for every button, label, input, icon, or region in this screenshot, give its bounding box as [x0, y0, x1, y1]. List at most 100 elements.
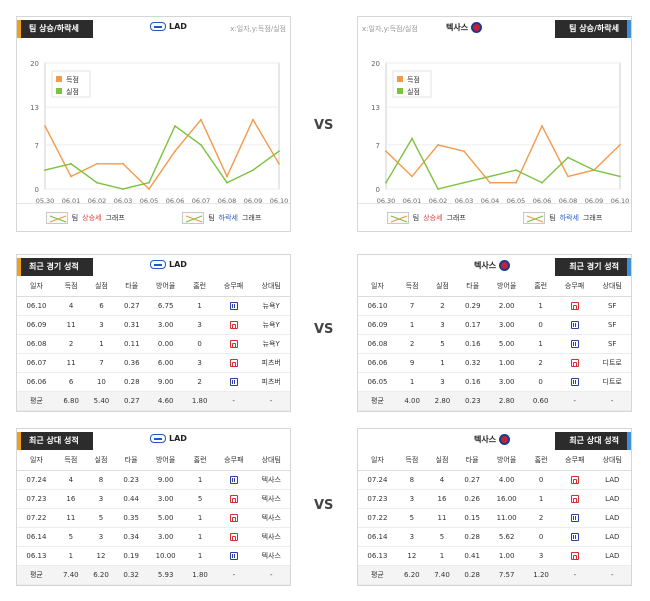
result-cell — [214, 315, 253, 335]
team-label: 텍사스 — [446, 22, 483, 33]
team-name: 텍사스 — [474, 261, 497, 270]
data-point — [122, 162, 124, 165]
cell-date: 06.09 — [17, 315, 56, 335]
avg-label: 평균 — [358, 565, 397, 585]
series-line-0 — [385, 124, 621, 184]
legend-bar: 팀 상승세 그래프 팀 하락세 그래프 — [358, 203, 631, 231]
avg-opp: - — [593, 565, 631, 585]
x-tick-label: 06.03 — [455, 197, 474, 205]
column-header: 일자 — [17, 451, 56, 471]
legend-down-post: 그래프 — [582, 213, 603, 222]
cell-avg: 0.44 — [116, 489, 147, 509]
column-header: 득점 — [55, 277, 87, 297]
team-name: LAD — [169, 434, 187, 443]
cell-era: 3.00 — [146, 527, 185, 547]
avg-era: 5.93 — [146, 565, 185, 585]
cell-r: 8 — [396, 470, 427, 490]
result-cell — [214, 334, 253, 354]
team-label: LAD — [150, 434, 187, 443]
data-point — [385, 150, 387, 153]
result-cell — [214, 296, 253, 316]
avg-r: 7.40 — [55, 565, 86, 585]
avg-res: - — [555, 391, 594, 411]
cell-hr: 0 — [184, 334, 215, 354]
result-cell — [215, 470, 253, 490]
cell-r: 2 — [396, 334, 428, 354]
cell-era: 5.62 — [487, 527, 526, 547]
table-row: 07.23 3 16 0.26 16.00 1 LAD — [358, 489, 631, 509]
cell-era: 4.00 — [487, 470, 526, 490]
column-header: 일자 — [17, 277, 56, 297]
y-tick-label: 13 — [30, 104, 39, 112]
loss-icon — [229, 532, 238, 541]
data-point — [489, 181, 491, 184]
avg-res: - — [214, 391, 253, 411]
x-tick-label: 06.05 — [507, 197, 526, 205]
rangers-logo-icon — [471, 22, 483, 33]
x-tick-label: 06.02 — [88, 197, 107, 205]
win-icon — [570, 532, 579, 541]
avg-avg: 0.27 — [116, 391, 147, 411]
cell-era: 0.00 — [146, 334, 185, 354]
cell-opp: SF — [593, 334, 631, 354]
column-header: 실점 — [426, 451, 458, 471]
panel-header: 텍사스 최근 경기 성적 — [358, 255, 631, 277]
cell-r: 11 — [55, 315, 87, 335]
data-point — [96, 181, 98, 184]
team-label: LAD — [150, 22, 187, 31]
table-row: 07.22 11 5 0.35 5.00 1 텍사스 — [17, 508, 290, 528]
cell-avg: 0.32 — [457, 353, 488, 373]
legend-up: 팀 상승세 그래프 — [386, 211, 466, 224]
up-graph-icon — [45, 211, 68, 224]
cell-opp: SF — [593, 315, 631, 335]
avg-hr: 1.80 — [185, 565, 216, 585]
cell-opp: 피츠버 — [252, 353, 290, 373]
table-row: 06.08 2 5 0.16 5.00 1 SF — [358, 334, 631, 354]
result-cell — [556, 527, 594, 547]
cell-r: 3 — [396, 489, 427, 509]
cell-r: 12 — [396, 546, 427, 566]
cell-date: 06.07 — [17, 353, 56, 373]
avg-avg: 0.32 — [116, 565, 147, 585]
avg-hr: 1.80 — [184, 391, 215, 411]
rangers-logo-icon — [499, 434, 511, 445]
cell-r: 4 — [55, 296, 87, 316]
loss-icon — [570, 301, 579, 310]
cell-avg: 0.16 — [457, 372, 488, 392]
cell-date: 06.14 — [17, 527, 56, 547]
rangers-logo-icon — [499, 260, 511, 271]
loss-icon — [229, 320, 238, 329]
loss-icon — [570, 475, 579, 484]
cell-date: 06.09 — [358, 315, 397, 335]
data-point — [252, 169, 254, 171]
cell-opp: 텍사스 — [252, 527, 290, 547]
table-row: 07.23 16 3 0.44 3.00 5 텍사스 — [17, 489, 290, 509]
series-line-0 — [44, 118, 280, 191]
result-cell — [555, 315, 594, 335]
table-row: 06.06 6 10 0.28 9.00 2 피츠버 — [17, 372, 290, 392]
cell-avg: 0.41 — [457, 546, 488, 566]
trend-chart-lad: 0 7 13 20 05.30 06.01 06.02 06.03 06.05 06.06 06.0… — [30, 60, 288, 205]
cell-r: 7 — [396, 296, 428, 316]
cell-avg: 0.28 — [116, 372, 147, 392]
cell-opp: LAD — [593, 508, 631, 528]
column-header: 방어율 — [146, 451, 185, 471]
win-icon — [229, 475, 238, 484]
column-header: 타율 — [116, 277, 147, 297]
cell-r: 4 — [55, 470, 86, 490]
cell-era: 9.00 — [146, 470, 185, 490]
cell-ra: 3 — [86, 315, 117, 335]
cell-avg: 0.36 — [116, 353, 147, 373]
win-icon — [229, 551, 238, 560]
up-graph-icon — [386, 211, 409, 224]
cell-era: 1.00 — [487, 546, 526, 566]
panel-title: 팀 상승/하락세 — [17, 20, 93, 38]
down-graph-icon — [523, 211, 546, 224]
table-row: 06.10 4 6 0.27 6.75 1 뉴욕Y — [17, 296, 290, 316]
column-header: 승무패 — [214, 277, 253, 297]
cell-r: 3 — [396, 527, 427, 547]
avg-res: - — [215, 565, 253, 585]
cell-avg: 0.31 — [116, 315, 147, 335]
loss-icon — [229, 513, 238, 522]
data-point — [463, 150, 465, 153]
